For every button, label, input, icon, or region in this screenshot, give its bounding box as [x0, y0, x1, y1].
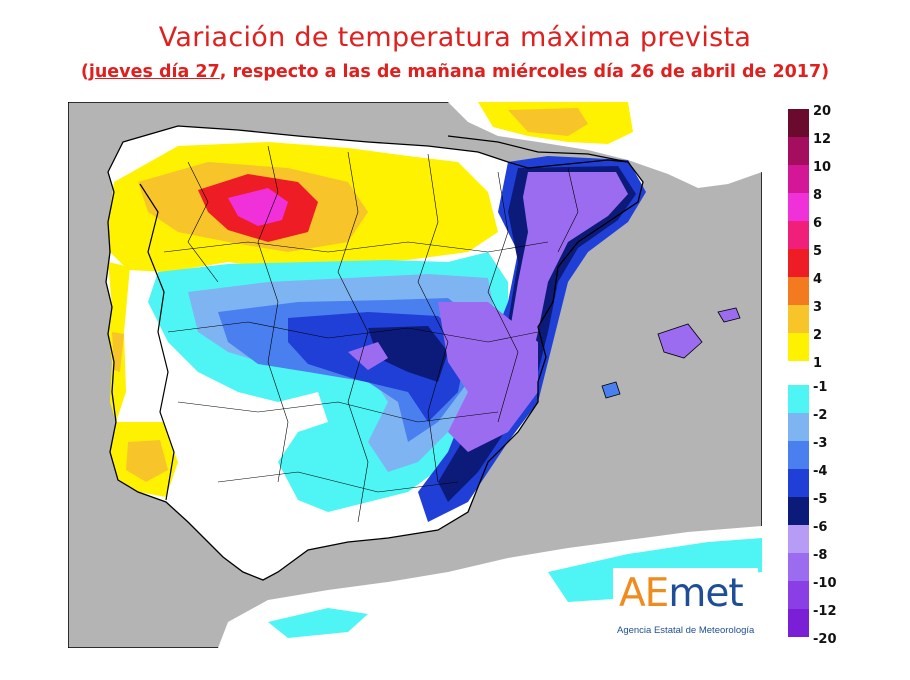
- legend-swatch-minus3: [788, 441, 809, 469]
- legend-label-4: 4: [813, 272, 823, 287]
- legend-label-minus3: -3: [813, 436, 828, 451]
- legend-label-6: 6: [813, 216, 823, 231]
- france-spain-border: [447, 135, 629, 163]
- legend-swatch-12: [788, 137, 809, 165]
- southwest-orange: [126, 440, 168, 482]
- legend-swatch-minus12: [788, 609, 809, 637]
- legend-label-10: 10: [813, 160, 832, 175]
- logo-word-ae: AE: [619, 571, 669, 616]
- logo-word-met: met: [668, 571, 743, 616]
- legend-swatch-minus6: [788, 525, 809, 553]
- coastline: [105, 125, 644, 581]
- portugal-spain-border: [139, 183, 175, 501]
- legend-swatch-minus2: [788, 413, 809, 441]
- legend-swatch-5: [788, 249, 809, 277]
- legend-swatch-20: [788, 109, 809, 137]
- africa-cool-west: [268, 608, 368, 638]
- legend-swatch-minus5: [788, 497, 809, 525]
- legend-label-minus1: -1: [813, 380, 828, 395]
- legend-swatch-minus8: [788, 553, 809, 581]
- map-title: Variación de temperatura máxima prevista: [158, 22, 752, 53]
- portugal-coast-orange: [112, 332, 124, 372]
- central-cool-violet: [348, 342, 388, 370]
- east-cool-violet-south: [438, 302, 538, 452]
- legend-swatch-3: [788, 305, 809, 333]
- legend-label-12: 12: [813, 132, 832, 147]
- legend-label-minus8: -8: [813, 548, 828, 563]
- legend-label-minus4: -4: [813, 464, 828, 479]
- france-warm-core: [508, 108, 588, 136]
- legend-swatch-10: [788, 165, 809, 193]
- subtitle-reference: , respecto a las de mañana miércoles día…: [219, 62, 830, 82]
- central-cool-darkest: [368, 326, 448, 382]
- legend-label-minus10: -10: [813, 576, 837, 591]
- legend-swatch-minus10: [788, 581, 809, 609]
- north-hottest: [228, 188, 288, 226]
- legend-label-2: 2: [813, 328, 823, 343]
- legend-label-3: 3: [813, 300, 823, 315]
- menorca-island: [717, 307, 741, 323]
- legend-swatch-minus4: [788, 469, 809, 497]
- subtitle-forecast-day: jueves día 27: [88, 62, 220, 82]
- temperature-change-map: [68, 102, 762, 648]
- province-borders: [163, 145, 579, 523]
- legend-label-8: 8: [813, 188, 823, 203]
- aemet-wordmark: AEmet: [619, 571, 744, 616]
- mallorca-island: [657, 323, 703, 359]
- ibiza-island: [601, 381, 621, 399]
- legend-label-20: 20: [813, 104, 832, 119]
- legend-label-minus2: -2: [813, 408, 828, 423]
- legend-label-5: 5: [813, 244, 823, 259]
- legend-swatch-6: [788, 221, 809, 249]
- legend-label-minus12: -12: [813, 604, 837, 619]
- map-subtitle: (jueves día 27, respecto a las de mañana…: [0, 62, 910, 82]
- legend-swatch-minus1: [788, 385, 809, 413]
- legend-swatch-4: [788, 277, 809, 305]
- legend-swatch-2: [788, 333, 809, 361]
- legend-label-minus20: -20: [813, 632, 837, 647]
- legend-label-1: 1: [813, 356, 823, 371]
- agency-name: Agencia Estatal de Meteorología: [617, 625, 755, 636]
- legend-swatch-8: [788, 193, 809, 221]
- legend-label-minus5: -5: [813, 492, 828, 507]
- subtitle-open: (: [80, 62, 89, 82]
- aemet-logo: AEmet Agencia Estatal de Meteorología: [613, 568, 758, 644]
- legend-label-minus6: -6: [813, 520, 828, 535]
